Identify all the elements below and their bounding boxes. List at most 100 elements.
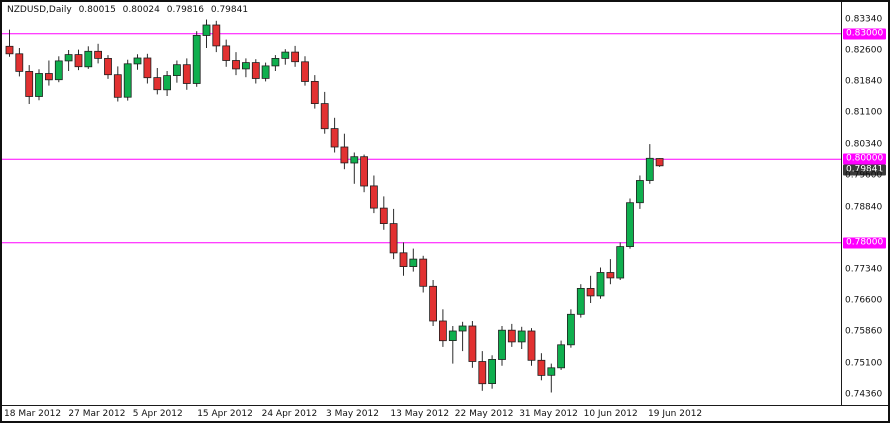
candle-body [281, 51, 290, 59]
candle-body [15, 53, 24, 72]
candle-body [45, 73, 53, 81]
date-axis-label: 19 Jun 2012 [648, 409, 703, 419]
candle-body [488, 358, 497, 384]
date-axis-label: 10 Jun 2012 [583, 409, 638, 419]
candle-body [458, 325, 467, 332]
candle-body [320, 103, 329, 130]
candle-body [537, 359, 546, 376]
chart-canvas[interactable] [0, 0, 841, 405]
level-price-label: 0.78000 [843, 237, 887, 249]
price-axis-label: 0.81840 [845, 76, 883, 87]
candle-body [379, 207, 388, 225]
candle-body [596, 272, 605, 297]
date-axis-label: 13 May 2012 [390, 409, 450, 419]
date-axis-label: 22 May 2012 [454, 409, 514, 419]
level-price-label: 0.80000 [843, 153, 887, 165]
candle-body [369, 185, 378, 209]
candle-body [409, 258, 418, 268]
candle-body [192, 35, 201, 84]
candle-body [301, 61, 309, 82]
candle-body [74, 54, 83, 68]
date-axis-label: 5 Apr 2012 [132, 409, 183, 419]
candle-body [636, 180, 644, 204]
candle-body [54, 60, 63, 81]
date-axis-label: 24 Apr 2012 [261, 409, 318, 419]
candle-body [133, 57, 142, 65]
candle-body [202, 24, 211, 36]
candle-body [340, 146, 349, 164]
candle-body [419, 258, 428, 287]
candle-body [616, 246, 625, 279]
close-value: 0.79841 [210, 5, 249, 15]
price-axis-label: 0.82600 [845, 45, 883, 55]
candle-body [399, 252, 408, 268]
candle-body [153, 77, 162, 91]
price-axis-label: 0.75100 [845, 358, 883, 369]
symbol-period-label: NZDUSD,Daily [7, 5, 72, 15]
candle-body [606, 272, 615, 279]
candle-body [567, 313, 575, 346]
candle-body [586, 287, 595, 297]
price-axis-label: 0.74360 [845, 389, 883, 400]
candle-body [251, 62, 260, 79]
candle-body [389, 223, 398, 254]
candle-body [655, 158, 664, 167]
candle-body [645, 157, 654, 181]
symbol-ohlc-line: NZDUSD,Daily 0.80015 0.80024 0.79816 0.7… [7, 5, 252, 15]
candle-body [143, 57, 152, 79]
candle-body [64, 54, 73, 62]
time-axis[interactable]: 18 Mar 2012 27 Mar 2012 5 Apr 2012 15 Apr 2… [0, 406, 890, 423]
price-axis-label: 0.80340 [845, 139, 883, 150]
candle-body [547, 367, 556, 376]
level-price-label: 0.83000 [843, 28, 887, 40]
candle-body [232, 60, 240, 70]
candle-body [222, 45, 231, 61]
candle-body [35, 73, 43, 97]
candle-body [123, 63, 132, 98]
candle-body [271, 58, 280, 67]
candle-body [163, 75, 172, 91]
price-axis-label: 0.78840 [845, 202, 883, 213]
candle-body [360, 156, 369, 187]
open-value: 0.80015 [78, 5, 116, 15]
price-axis-label: 0.76600 [845, 295, 883, 306]
candle-body [448, 330, 457, 342]
price-axis-label: 0.77340 [845, 264, 883, 275]
price-axis-label: 0.79600 [845, 170, 883, 181]
date-axis-label: 18 Mar 2012 [4, 409, 62, 419]
candle-body [626, 202, 634, 247]
candle-body [498, 329, 506, 360]
candle-body [84, 50, 93, 68]
candle-body [25, 71, 34, 97]
candle-body [478, 361, 487, 385]
candle-body [468, 325, 477, 362]
price-axis-label: 0.75860 [845, 326, 883, 337]
candle-body [517, 330, 526, 343]
high-value: 0.80024 [122, 5, 160, 15]
date-axis-label: 27 Mar 2012 [68, 409, 126, 419]
price-axis[interactable]: 0.83340 0.83000 0.82600 0.81840 0.81100 0.803… [842, 0, 890, 405]
candle-body [507, 329, 516, 343]
low-value: 0.79816 [166, 5, 204, 15]
candle-body [172, 64, 181, 76]
date-axis-label: 3 May 2012 [326, 409, 379, 419]
candle-body [576, 287, 585, 315]
candle-body [350, 156, 359, 164]
price-axis-label: 0.81100 [845, 107, 883, 118]
candle-body [94, 50, 102, 59]
date-axis-label: 31 May 2012 [519, 409, 578, 419]
candle-body [310, 81, 319, 105]
price-axis-label: 0.83340 [845, 14, 883, 24]
candle-body [113, 74, 122, 98]
candle-body [438, 320, 447, 342]
price-axis-separator [841, 0, 842, 405]
candle-body [5, 45, 14, 55]
candle-body [182, 64, 191, 84]
current-price-label: 0.79841 [843, 164, 887, 176]
candle-body [291, 51, 300, 63]
candle-body [212, 24, 221, 47]
candle-body [241, 62, 250, 70]
candle-body [330, 128, 339, 148]
candle-body [429, 285, 438, 322]
